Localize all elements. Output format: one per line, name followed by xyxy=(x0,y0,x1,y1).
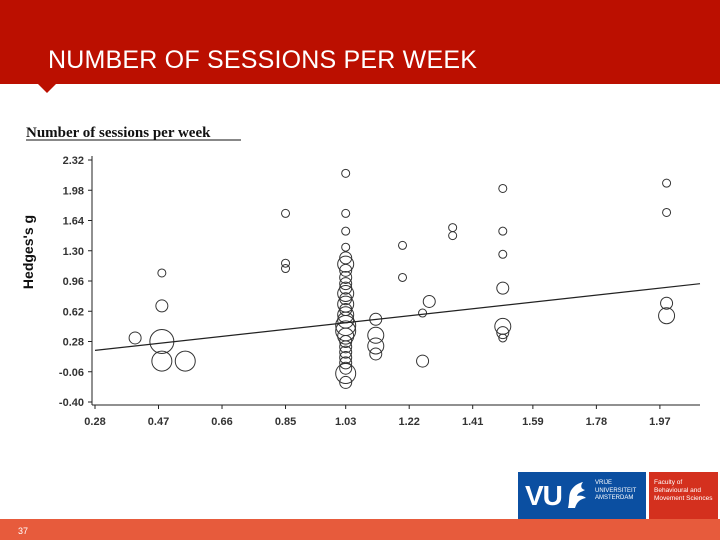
logo-faculty-name: Faculty of Behavioural and Movement Scie… xyxy=(654,479,713,503)
data-point xyxy=(339,361,353,375)
data-point xyxy=(337,284,355,302)
scatter-chart: Number of sessions per week Hedges's g 2… xyxy=(20,125,701,428)
data-point xyxy=(339,263,353,277)
data-point xyxy=(367,326,385,344)
x-tick-label: 1.03 xyxy=(335,416,356,428)
data-point xyxy=(498,183,508,193)
regression-line xyxy=(94,283,701,351)
chart-axes xyxy=(91,156,700,406)
x-tick-label: 0.28 xyxy=(84,416,105,428)
data-point xyxy=(281,208,291,218)
data-point xyxy=(339,270,353,284)
data-point xyxy=(662,207,672,217)
data-point xyxy=(128,331,142,345)
data-point xyxy=(339,375,353,389)
data-point xyxy=(341,242,351,252)
y-tick-label: 0.28 xyxy=(63,337,84,349)
data-point xyxy=(416,354,430,368)
data-point xyxy=(498,226,508,236)
chart-title: Number of sessions per week xyxy=(26,125,211,141)
data-point xyxy=(398,240,408,250)
data-point xyxy=(422,294,436,308)
data-point xyxy=(339,340,353,354)
data-point xyxy=(341,208,351,218)
chart-points xyxy=(128,168,676,389)
data-point xyxy=(339,345,353,359)
data-point xyxy=(335,363,357,385)
y-tick-label: 0.96 xyxy=(63,276,84,288)
y-tick-label: -0.40 xyxy=(59,397,84,409)
logo-mark: VU xyxy=(525,480,563,511)
logo-faculty-line: Movement Sciences xyxy=(654,495,713,502)
slide-header: NUMBER OF SESSIONS PER WEEK xyxy=(0,0,720,84)
data-point xyxy=(281,264,291,274)
slide-footer xyxy=(0,519,720,540)
vu-logo: VU VRIJE UNIVERSITEIT AMSTERDAM Faculty … xyxy=(518,472,718,519)
x-tick-label: 0.66 xyxy=(211,416,232,428)
data-point xyxy=(339,335,353,348)
data-point xyxy=(658,307,676,325)
y-axis-label: Hedges's g xyxy=(20,215,36,289)
y-tick-label: 0.62 xyxy=(63,306,84,318)
y-tick-label: 1.64 xyxy=(63,216,85,228)
x-tick-label: 1.22 xyxy=(398,416,419,428)
logo-faculty-block: Faculty of Behavioural and Movement Scie… xyxy=(649,472,718,519)
data-point xyxy=(498,249,508,259)
data-point xyxy=(418,308,428,318)
logo-university-block: VU VRIJE UNIVERSITEIT AMSTERDAM xyxy=(518,472,646,519)
data-point xyxy=(496,326,510,340)
header-notch xyxy=(38,84,56,93)
data-point xyxy=(339,277,353,291)
logo-university-name: VRIJE UNIVERSITEIT AMSTERDAM xyxy=(595,480,636,503)
logo-faculty-line: Faculty of xyxy=(654,479,683,486)
data-point xyxy=(281,258,291,268)
data-point xyxy=(337,255,355,273)
x-tick-label: 0.47 xyxy=(148,416,169,428)
data-point xyxy=(369,347,383,361)
data-point xyxy=(367,337,385,355)
y-tick-label: -0.06 xyxy=(59,367,84,379)
chart-ticks: 2.321.981.641.300.960.620.28-0.06-0.400.… xyxy=(59,155,671,428)
y-tick-label: 1.30 xyxy=(63,246,84,258)
data-point xyxy=(337,327,355,345)
data-point xyxy=(339,356,353,370)
data-point xyxy=(662,178,672,188)
y-tick-label: 1.98 xyxy=(63,185,84,197)
data-point xyxy=(155,299,169,313)
x-tick-label: 1.59 xyxy=(522,416,543,428)
x-tick-label: 1.97 xyxy=(649,416,670,428)
data-point xyxy=(496,281,510,295)
logo-uni-line: AMSTERDAM xyxy=(595,495,634,501)
data-point xyxy=(151,350,173,372)
regression-line-group xyxy=(94,283,701,351)
data-point xyxy=(341,168,351,178)
slide-number: 37 xyxy=(18,526,29,536)
data-point xyxy=(660,296,674,310)
x-tick-label: 0.85 xyxy=(275,416,296,428)
griffin-icon xyxy=(568,482,586,508)
data-point xyxy=(174,350,196,372)
y-tick-label: 2.32 xyxy=(63,155,84,167)
data-point xyxy=(448,231,458,241)
x-tick-label: 1.41 xyxy=(462,416,483,428)
data-point xyxy=(448,223,458,233)
x-tick-label: 1.78 xyxy=(586,416,607,428)
data-point xyxy=(157,268,167,278)
logo-uni-line: UNIVERSITEIT xyxy=(595,487,637,494)
data-point xyxy=(498,333,508,343)
logo-uni-line: VRIJE xyxy=(595,480,613,486)
slide-title: NUMBER OF SESSIONS PER WEEK xyxy=(48,46,478,74)
logo-faculty-line: Behavioural and xyxy=(654,487,701,494)
data-point xyxy=(341,226,351,236)
data-point xyxy=(398,272,408,282)
